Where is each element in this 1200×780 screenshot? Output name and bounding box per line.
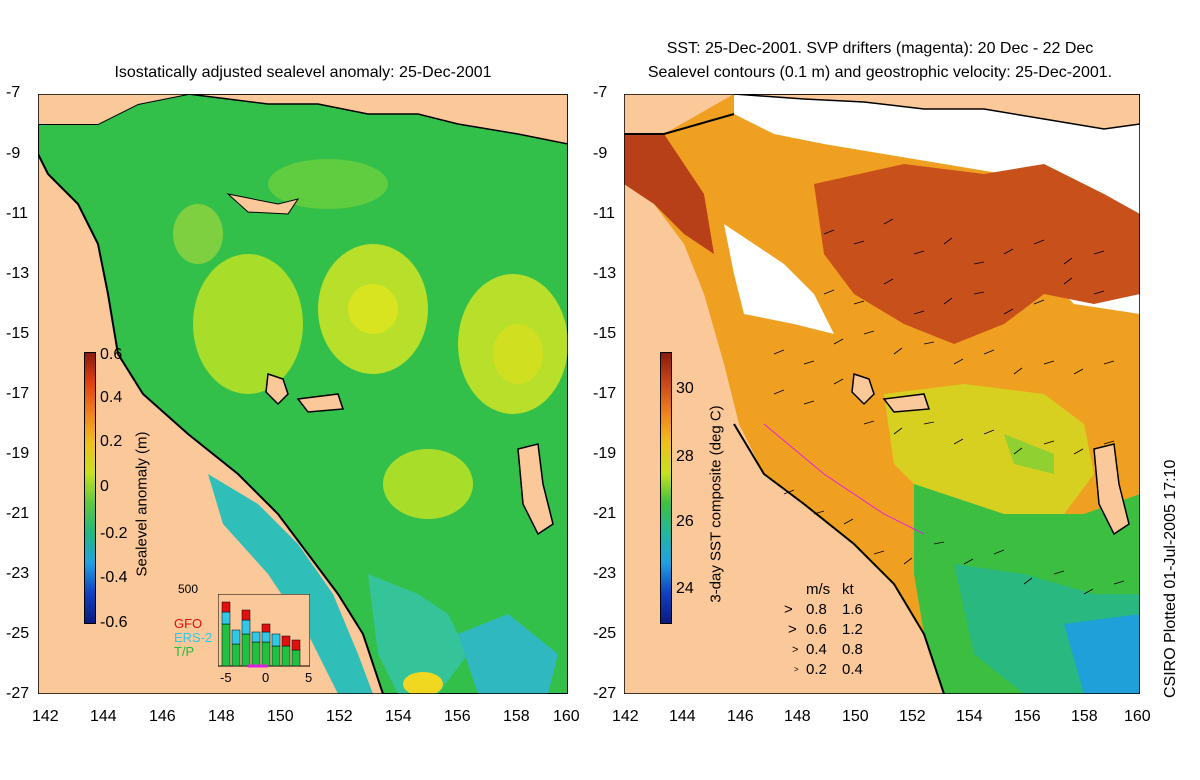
- colorbar-tick: -0.2: [100, 525, 128, 542]
- inset-max-label: 500: [178, 582, 199, 596]
- sst-colorbar-tick: 28: [676, 448, 694, 465]
- colorbar-tick: 0.2: [100, 433, 123, 450]
- x-tick: 142: [612, 708, 639, 725]
- inset-legend-ers2: ERS-2: [174, 630, 213, 645]
- left-map-panel: Sealevel anomaly (m) 0.6 0.4 0.2 0 -0.2 …: [37, 93, 569, 696]
- inset-x-tick: 5: [305, 670, 313, 685]
- low-anomaly-region: [208, 474, 373, 694]
- sst-colorbar-tick: 24: [676, 580, 694, 597]
- sst-colorbar: [660, 352, 672, 624]
- sealevel-colorbar: [84, 352, 96, 624]
- colorbar-tick: -0.4: [100, 569, 128, 586]
- x-tick: 148: [784, 708, 811, 725]
- right-map-panel: 3-day SST composite (deg C) 30 28 26 24 …: [623, 93, 1141, 695]
- colorbar-label: Sealevel anomaly (m): [133, 431, 151, 577]
- velocity-legend-ms: 0.8: [806, 601, 827, 618]
- y-tick: -21: [593, 505, 617, 522]
- y-tick: -25: [6, 625, 30, 642]
- y-tick: -15: [6, 325, 30, 342]
- x-tick: 146: [149, 708, 176, 725]
- velocity-arrow-icon: >: [788, 621, 797, 638]
- velocity-legend-kt: 1.2: [842, 621, 863, 638]
- island: [265, 372, 289, 406]
- y-tick: -13: [593, 265, 617, 282]
- y-tick: -27: [6, 685, 30, 702]
- x-tick: 154: [385, 708, 412, 725]
- left-map-title: Isostatically adjusted sealevel anomaly:…: [114, 64, 492, 81]
- plot-credit: CSIRO Plotted 01-Jul-2005 17:10: [1162, 459, 1179, 698]
- sst-map: [623, 93, 1141, 695]
- colorbar-tick: 0: [100, 478, 109, 495]
- y-tick: -7: [593, 84, 608, 101]
- colorbar-tick: -0.6: [100, 614, 128, 631]
- svp-drifter-track: [763, 423, 925, 535]
- sst-colorbar-tick: 26: [676, 513, 694, 530]
- velocity-legend-kt: 0.4: [842, 661, 863, 678]
- right-map-title-line1: SST: 25-Dec-2001. SVP drifters (magenta)…: [666, 40, 1094, 57]
- x-tick: 156: [444, 708, 471, 725]
- y-tick: -15: [593, 325, 617, 342]
- x-tick: 160: [553, 708, 580, 725]
- velocity-legend: m/s kt > 0.8 1.6 > 0.6 1.2 > 0.4 0.8 > 0…: [784, 580, 874, 680]
- x-tick: 152: [899, 708, 926, 725]
- sealevel-anomaly-map: [37, 93, 569, 696]
- x-tick: 142: [32, 708, 59, 725]
- y-tick: -23: [6, 565, 30, 582]
- x-tick: 154: [956, 708, 983, 725]
- y-tick: -25: [593, 625, 617, 642]
- velocity-arrow-icon: >: [794, 665, 799, 674]
- inset-legend-tp: T/P: [174, 644, 195, 659]
- colorbar-tick: 0.4: [100, 389, 123, 406]
- x-tick: 148: [208, 708, 235, 725]
- geostrophic-velocity-arrows: [773, 218, 1125, 595]
- y-tick: -17: [6, 385, 30, 402]
- y-tick: -11: [6, 205, 28, 222]
- velocity-legend-ms: 0.4: [806, 641, 827, 658]
- colorbar-tick: 0.6: [100, 346, 123, 363]
- inset-x-tick: -5: [220, 670, 232, 685]
- x-tick: 158: [1071, 708, 1098, 725]
- y-tick: -9: [6, 145, 21, 162]
- x-tick: 144: [90, 708, 117, 725]
- velocity-legend-ms: 0.2: [806, 661, 827, 678]
- velocity-legend-kt: 1.6: [842, 601, 863, 618]
- velocity-legend-header-ms: m/s: [806, 581, 831, 598]
- x-tick: 150: [842, 708, 869, 725]
- y-tick: -11: [593, 205, 615, 222]
- y-tick: -19: [6, 445, 30, 462]
- y-tick: -13: [6, 265, 30, 282]
- y-tick: -7: [6, 84, 21, 101]
- sst-colorbar-tick: 30: [676, 380, 694, 397]
- x-tick: 156: [1014, 708, 1041, 725]
- y-tick: -23: [593, 565, 617, 582]
- x-tick: 150: [267, 708, 294, 725]
- warm-sst-region: [814, 164, 1140, 344]
- velocity-arrow-icon: >: [792, 644, 799, 656]
- y-tick: -19: [593, 445, 617, 462]
- y-tick: -21: [6, 505, 30, 522]
- inset-x-tick: 0: [262, 670, 270, 685]
- right-map-title-line2: Sealevel contours (0.1 m) and geostrophi…: [647, 64, 1113, 81]
- y-tick: -9: [593, 145, 608, 162]
- x-tick: 152: [326, 708, 353, 725]
- altimeter-histogram: [218, 594, 310, 668]
- velocity-legend-kt: 0.8: [842, 641, 863, 658]
- y-tick: -17: [593, 385, 617, 402]
- cloud-mask: [734, 94, 1140, 224]
- inset-legend-gfo: GFO: [174, 616, 203, 631]
- sst-colorbar-label: 3-day SST composite (deg C): [707, 405, 725, 603]
- y-tick: -27: [593, 685, 617, 702]
- x-tick: 158: [503, 708, 530, 725]
- velocity-legend-header-kt: kt: [842, 581, 854, 598]
- velocity-legend-ms: 0.6: [806, 621, 827, 638]
- x-tick: 160: [1124, 708, 1151, 725]
- velocity-arrow-icon: >: [784, 601, 793, 618]
- x-tick: 146: [727, 708, 754, 725]
- x-tick: 144: [669, 708, 696, 725]
